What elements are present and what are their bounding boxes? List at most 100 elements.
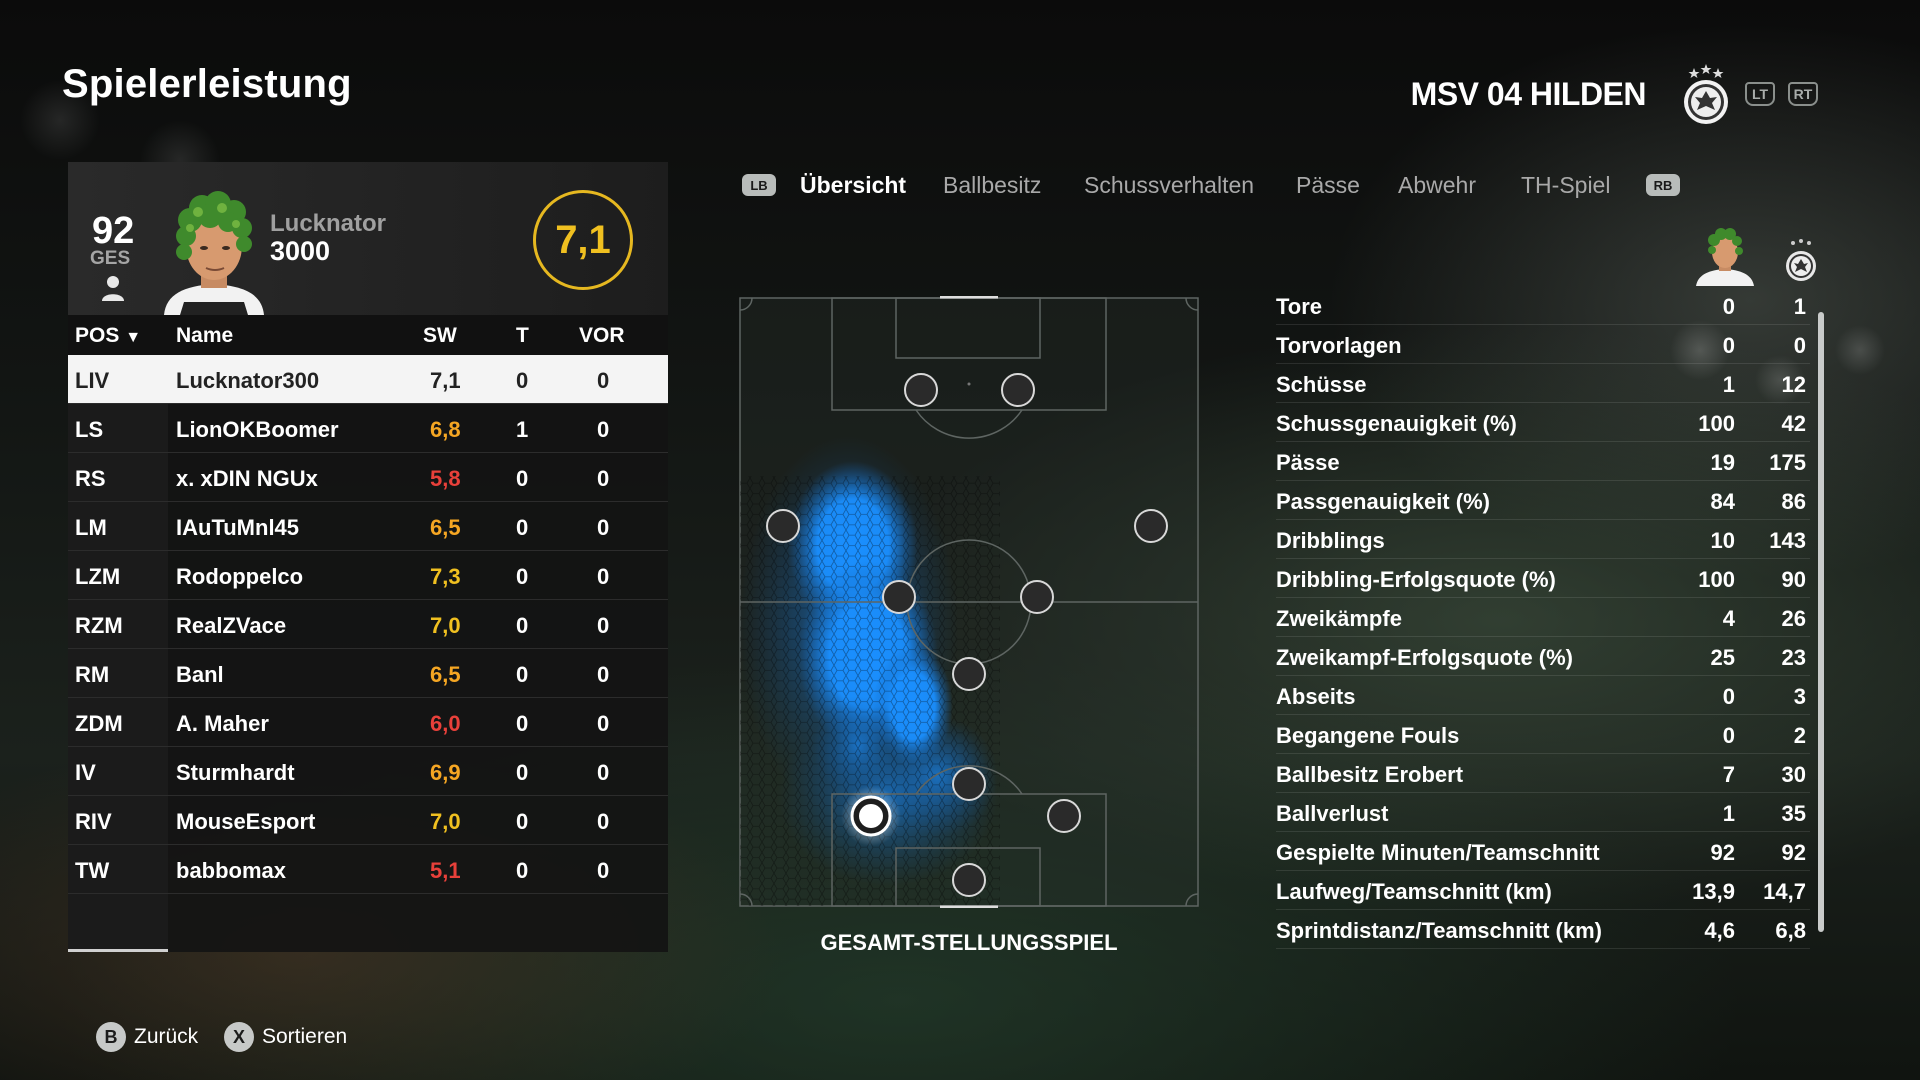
pos-cell: [68, 796, 168, 844]
table-row[interactable]: LM IAuTuMnl45 6,5 0 0: [68, 502, 668, 551]
lt-bumper-button[interactable]: LT: [1745, 82, 1775, 106]
table-row[interactable]: LIV Lucknator300 7,1 0 0: [68, 355, 668, 404]
player-portrait-avatar: [164, 191, 264, 315]
col-header-pos[interactable]: POS ▼: [75, 324, 141, 348]
stat-player-value: 0: [1722, 294, 1735, 319]
stat-team-value: 12: [1781, 372, 1806, 397]
stat-team-value: 92: [1781, 840, 1806, 865]
player-list-panel: 92 GES Lucknator 3000 7,1: [68, 162, 668, 952]
player-marker: [882, 580, 916, 614]
player-mini-avatar: [1696, 228, 1754, 286]
stat-row: Tore 0 1: [1276, 286, 1810, 325]
player-marker: [952, 657, 986, 691]
row-goals: 0: [516, 809, 529, 834]
stat-row: Ballbesitz Erobert 7 30: [1276, 754, 1810, 793]
col-header-assists[interactable]: VOR: [579, 324, 625, 347]
stat-label: Tore: [1276, 294, 1323, 319]
tab-paesse[interactable]: Pässe: [1296, 172, 1360, 198]
row-pos: LZM: [75, 564, 121, 589]
pos-cell: [68, 404, 168, 452]
stat-row: Schussgenauigkeit (%) 100 42: [1276, 403, 1810, 442]
row-pos: LS: [75, 417, 104, 442]
stat-team-value: 26: [1781, 606, 1806, 631]
row-assists: 0: [597, 417, 610, 442]
row-name: A. Maher: [176, 711, 269, 736]
table-row[interactable]: IV Sturmhardt 6,9 0 0: [68, 747, 668, 796]
table-row[interactable]: RZM RealZVace 7,0 0 0: [68, 600, 668, 649]
rt-bumper-button[interactable]: RT: [1788, 82, 1818, 106]
row-goals: 0: [516, 515, 529, 540]
pos-cell: [68, 600, 168, 648]
stat-label: Laufweg/Teamschnitt (km): [1276, 879, 1552, 904]
col-header-rating[interactable]: SW: [423, 324, 457, 347]
stat-row: Schüsse 1 12: [1276, 364, 1810, 403]
table-row[interactable]: RIV MouseEsport 7,0 0 0: [68, 796, 668, 845]
row-goals: 0: [516, 368, 529, 393]
stat-label: Sprintdistanz/Teamschnitt (km): [1276, 918, 1602, 943]
tab-schussverhalten[interactable]: Schussverhalten: [1084, 172, 1255, 198]
stat-player-value: 1: [1722, 801, 1735, 826]
row-name: Sturmhardt: [176, 760, 295, 785]
player-card-number: 3000: [270, 236, 331, 266]
row-rating: 7,0: [430, 613, 461, 638]
stat-row: Begangene Fouls 0 2: [1276, 715, 1810, 754]
row-name: IAuTuMnl45: [176, 515, 300, 540]
row-goals: 0: [516, 760, 529, 785]
row-pos: ZDM: [75, 711, 123, 736]
stat-player-value: 19: [1710, 450, 1735, 475]
tab-abwehr[interactable]: Abwehr: [1398, 172, 1476, 198]
tab-uebersicht[interactable]: Übersicht: [800, 172, 907, 198]
stat-team-value: 143: [1769, 528, 1806, 553]
stat-row: Zweikämpfe 4 26: [1276, 598, 1810, 637]
row-assists: 0: [597, 760, 610, 785]
row-rating: 7,3: [430, 564, 461, 589]
player-overall: 92: [92, 210, 135, 252]
row-pos: RIV: [75, 809, 112, 834]
table-row[interactable]: LS LionOKBoomer 6,8 1 0: [68, 404, 668, 453]
stat-row: Torvorlagen 0 0: [1276, 325, 1810, 364]
table-row[interactable]: LZM Rodoppelco 7,3 0 0: [68, 551, 668, 600]
tab-th-spiel[interactable]: TH-Spiel: [1521, 172, 1611, 198]
stat-player-value: 4,6: [1704, 918, 1735, 943]
stat-label: Dribbling-Erfolgsquote (%): [1276, 567, 1556, 592]
stat-team-value: 1: [1793, 294, 1806, 319]
table-row[interactable]: TW babbomax 5,1 0 0: [68, 845, 668, 894]
stat-label: Ballverlust: [1276, 801, 1389, 826]
row-name: MouseEsport: [176, 809, 316, 834]
stat-player-value: 1: [1722, 372, 1735, 397]
back-button[interactable]: B Zurück: [96, 1022, 198, 1052]
rb-bumper-button[interactable]: RB: [1646, 174, 1680, 196]
stat-team-value: 2: [1793, 723, 1806, 748]
tab-ballbesitz[interactable]: Ballbesitz: [943, 172, 1042, 198]
stat-player-value: 0: [1722, 684, 1735, 709]
back-label: Zurück: [134, 1025, 199, 1048]
row-assists: 0: [597, 564, 610, 589]
table-row[interactable]: RM Banl 6,5 0 0: [68, 649, 668, 698]
pos-cell: [68, 698, 168, 746]
stat-label: Begangene Fouls: [1276, 723, 1460, 748]
stat-player-value: 0: [1722, 723, 1735, 748]
lb-bumper-button[interactable]: LB: [742, 174, 776, 196]
row-pos: IV: [75, 760, 96, 785]
b-button-icon: B: [96, 1022, 126, 1052]
col-header-goals[interactable]: T: [516, 324, 529, 347]
row-name: Banl: [176, 662, 224, 687]
stat-row: Sprintdistanz/Teamschnitt (km) 4,6 6,8: [1276, 910, 1810, 949]
table-header: POS ▼ Name SW T VOR: [68, 315, 668, 355]
stat-row: Dribbling-Erfolgsquote (%) 100 90: [1276, 559, 1810, 598]
stat-row: Dribblings 10 143: [1276, 520, 1810, 559]
row-rating: 5,1: [430, 858, 461, 883]
table-row[interactable]: ZDM A. Maher 6,0 0 0: [68, 698, 668, 747]
col-header-name[interactable]: Name: [176, 324, 234, 347]
sort-button[interactable]: X Sortieren: [224, 1022, 347, 1052]
table-row[interactable]: RS x. xDIN NGUx 5,8 0 0: [68, 453, 668, 502]
row-assists: 0: [597, 809, 610, 834]
stat-player-value: 10: [1710, 528, 1735, 553]
stat-label: Torvorlagen: [1276, 333, 1402, 358]
row-assists: 0: [597, 711, 610, 736]
pos-cell: [68, 551, 168, 599]
row-name: x. xDIN NGUx: [176, 466, 318, 491]
stats-scrollbar[interactable]: [1818, 312, 1824, 932]
selected-player-dot: [859, 804, 883, 828]
person-icon: [102, 276, 124, 301]
